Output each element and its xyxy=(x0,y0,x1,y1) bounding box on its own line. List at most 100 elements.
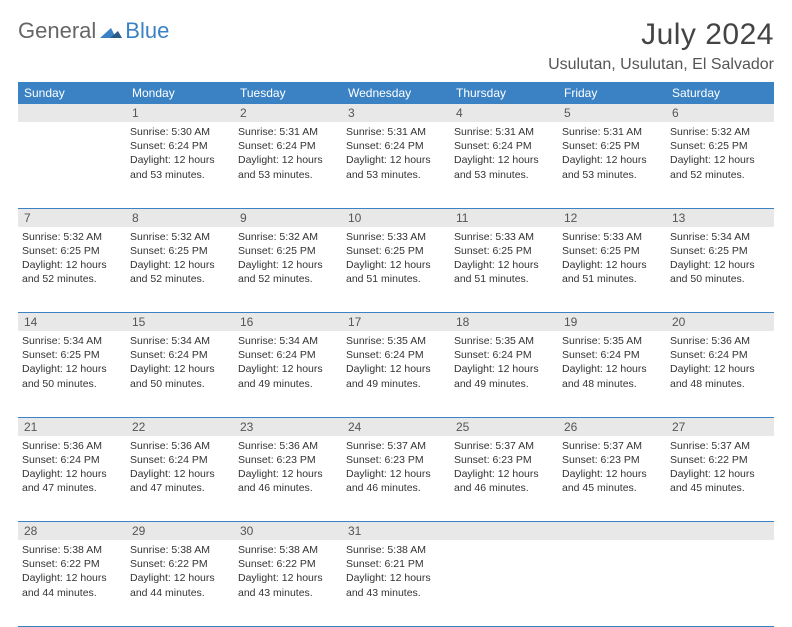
day-cell-text: Sunrise: 5:33 AMSunset: 6:25 PMDaylight:… xyxy=(346,227,446,287)
day-number-row: 78910111213 xyxy=(18,208,774,227)
day-cell-text: Sunrise: 5:31 AMSunset: 6:24 PMDaylight:… xyxy=(454,122,554,182)
day-cell-text: Sunrise: 5:38 AMSunset: 6:22 PMDaylight:… xyxy=(22,540,122,600)
day-content-row: Sunrise: 5:30 AMSunset: 6:24 PMDaylight:… xyxy=(18,122,774,208)
day-cell xyxy=(18,122,126,208)
day-cell: Sunrise: 5:36 AMSunset: 6:24 PMDaylight:… xyxy=(126,436,234,522)
day-cell: Sunrise: 5:38 AMSunset: 6:22 PMDaylight:… xyxy=(234,540,342,626)
location: Usulutan, Usulutan, El Salvador xyxy=(548,56,774,74)
day-content-row: Sunrise: 5:32 AMSunset: 6:25 PMDaylight:… xyxy=(18,227,774,313)
day-cell: Sunrise: 5:36 AMSunset: 6:23 PMDaylight:… xyxy=(234,436,342,522)
day-cell: Sunrise: 5:34 AMSunset: 6:25 PMDaylight:… xyxy=(18,331,126,417)
day-cell: Sunrise: 5:33 AMSunset: 6:25 PMDaylight:… xyxy=(450,227,558,313)
day-cell: Sunrise: 5:33 AMSunset: 6:25 PMDaylight:… xyxy=(342,227,450,313)
day-number: 16 xyxy=(234,313,342,332)
day-cell: Sunrise: 5:32 AMSunset: 6:25 PMDaylight:… xyxy=(666,122,774,208)
day-cell: Sunrise: 5:31 AMSunset: 6:24 PMDaylight:… xyxy=(450,122,558,208)
day-number xyxy=(558,522,666,541)
day-cell: Sunrise: 5:37 AMSunset: 6:23 PMDaylight:… xyxy=(558,436,666,522)
day-number-row: 123456 xyxy=(18,104,774,122)
day-cell: Sunrise: 5:35 AMSunset: 6:24 PMDaylight:… xyxy=(342,331,450,417)
day-number: 10 xyxy=(342,208,450,227)
day-cell-text: Sunrise: 5:34 AMSunset: 6:25 PMDaylight:… xyxy=(22,331,122,391)
day-cell-text: Sunrise: 5:35 AMSunset: 6:24 PMDaylight:… xyxy=(562,331,662,391)
day-cell-text: Sunrise: 5:31 AMSunset: 6:24 PMDaylight:… xyxy=(346,122,446,182)
day-number: 1 xyxy=(126,104,234,122)
day-cell-text: Sunrise: 5:32 AMSunset: 6:25 PMDaylight:… xyxy=(238,227,338,287)
day-number-row: 14151617181920 xyxy=(18,313,774,332)
day-cell-text: Sunrise: 5:38 AMSunset: 6:21 PMDaylight:… xyxy=(346,540,446,600)
day-cell: Sunrise: 5:37 AMSunset: 6:22 PMDaylight:… xyxy=(666,436,774,522)
day-number: 18 xyxy=(450,313,558,332)
day-cell-text: Sunrise: 5:37 AMSunset: 6:23 PMDaylight:… xyxy=(454,436,554,496)
day-cell-text xyxy=(670,540,770,543)
day-number: 3 xyxy=(342,104,450,122)
day-number: 7 xyxy=(18,208,126,227)
logo-text-2: Blue xyxy=(125,18,169,44)
day-number: 29 xyxy=(126,522,234,541)
day-cell xyxy=(558,540,666,626)
day-number: 11 xyxy=(450,208,558,227)
weekday-header: Monday xyxy=(126,82,234,104)
day-cell: Sunrise: 5:30 AMSunset: 6:24 PMDaylight:… xyxy=(126,122,234,208)
day-cell: Sunrise: 5:38 AMSunset: 6:21 PMDaylight:… xyxy=(342,540,450,626)
title-block: July 2024 Usulutan, Usulutan, El Salvado… xyxy=(548,18,774,74)
day-cell-text: Sunrise: 5:38 AMSunset: 6:22 PMDaylight:… xyxy=(130,540,230,600)
day-cell: Sunrise: 5:35 AMSunset: 6:24 PMDaylight:… xyxy=(558,331,666,417)
day-content-row: Sunrise: 5:36 AMSunset: 6:24 PMDaylight:… xyxy=(18,436,774,522)
day-number-row: 21222324252627 xyxy=(18,417,774,436)
day-cell: Sunrise: 5:34 AMSunset: 6:24 PMDaylight:… xyxy=(234,331,342,417)
day-number xyxy=(18,104,126,122)
day-cell: Sunrise: 5:32 AMSunset: 6:25 PMDaylight:… xyxy=(126,227,234,313)
day-number: 4 xyxy=(450,104,558,122)
day-cell: Sunrise: 5:38 AMSunset: 6:22 PMDaylight:… xyxy=(126,540,234,626)
logo: General Blue xyxy=(18,18,169,44)
day-cell-text: Sunrise: 5:34 AMSunset: 6:24 PMDaylight:… xyxy=(130,331,230,391)
calendar-table: Sunday Monday Tuesday Wednesday Thursday… xyxy=(18,82,774,627)
day-number: 19 xyxy=(558,313,666,332)
weekday-header: Wednesday xyxy=(342,82,450,104)
header: General Blue July 2024 Usulutan, Usuluta… xyxy=(18,18,774,74)
day-cell-text: Sunrise: 5:38 AMSunset: 6:22 PMDaylight:… xyxy=(238,540,338,600)
day-cell-text: Sunrise: 5:36 AMSunset: 6:24 PMDaylight:… xyxy=(22,436,122,496)
day-cell: Sunrise: 5:31 AMSunset: 6:25 PMDaylight:… xyxy=(558,122,666,208)
day-cell-text: Sunrise: 5:37 AMSunset: 6:23 PMDaylight:… xyxy=(562,436,662,496)
day-cell: Sunrise: 5:35 AMSunset: 6:24 PMDaylight:… xyxy=(450,331,558,417)
day-cell-text: Sunrise: 5:33 AMSunset: 6:25 PMDaylight:… xyxy=(454,227,554,287)
logo-text-1: General xyxy=(18,18,96,44)
day-number: 5 xyxy=(558,104,666,122)
weekday-header: Tuesday xyxy=(234,82,342,104)
day-number: 26 xyxy=(558,417,666,436)
day-cell-text: Sunrise: 5:34 AMSunset: 6:24 PMDaylight:… xyxy=(238,331,338,391)
day-cell-text: Sunrise: 5:35 AMSunset: 6:24 PMDaylight:… xyxy=(346,331,446,391)
day-number: 21 xyxy=(18,417,126,436)
day-number: 2 xyxy=(234,104,342,122)
day-content-row: Sunrise: 5:38 AMSunset: 6:22 PMDaylight:… xyxy=(18,540,774,626)
weekday-header: Saturday xyxy=(666,82,774,104)
day-cell-text: Sunrise: 5:33 AMSunset: 6:25 PMDaylight:… xyxy=(562,227,662,287)
day-number: 17 xyxy=(342,313,450,332)
day-cell-text: Sunrise: 5:37 AMSunset: 6:22 PMDaylight:… xyxy=(670,436,770,496)
day-cell-text: Sunrise: 5:30 AMSunset: 6:24 PMDaylight:… xyxy=(130,122,230,182)
calendar-body: 123456Sunrise: 5:30 AMSunset: 6:24 PMDay… xyxy=(18,104,774,626)
day-number: 13 xyxy=(666,208,774,227)
day-cell-text: Sunrise: 5:36 AMSunset: 6:23 PMDaylight:… xyxy=(238,436,338,496)
day-cell: Sunrise: 5:34 AMSunset: 6:24 PMDaylight:… xyxy=(126,331,234,417)
day-number: 12 xyxy=(558,208,666,227)
day-cell: Sunrise: 5:36 AMSunset: 6:24 PMDaylight:… xyxy=(18,436,126,522)
day-cell-text xyxy=(22,122,122,125)
day-cell-text: Sunrise: 5:32 AMSunset: 6:25 PMDaylight:… xyxy=(22,227,122,287)
day-number: 25 xyxy=(450,417,558,436)
day-cell-text xyxy=(562,540,662,543)
day-number-row: 28293031 xyxy=(18,522,774,541)
day-cell-text: Sunrise: 5:35 AMSunset: 6:24 PMDaylight:… xyxy=(454,331,554,391)
logo-icon xyxy=(100,22,122,40)
weekday-header-row: Sunday Monday Tuesday Wednesday Thursday… xyxy=(18,82,774,104)
day-number: 23 xyxy=(234,417,342,436)
weekday-header: Sunday xyxy=(18,82,126,104)
day-number: 31 xyxy=(342,522,450,541)
day-cell-text: Sunrise: 5:32 AMSunset: 6:25 PMDaylight:… xyxy=(670,122,770,182)
day-cell: Sunrise: 5:37 AMSunset: 6:23 PMDaylight:… xyxy=(342,436,450,522)
day-cell-text: Sunrise: 5:31 AMSunset: 6:25 PMDaylight:… xyxy=(562,122,662,182)
day-cell: Sunrise: 5:31 AMSunset: 6:24 PMDaylight:… xyxy=(234,122,342,208)
day-cell: Sunrise: 5:32 AMSunset: 6:25 PMDaylight:… xyxy=(18,227,126,313)
